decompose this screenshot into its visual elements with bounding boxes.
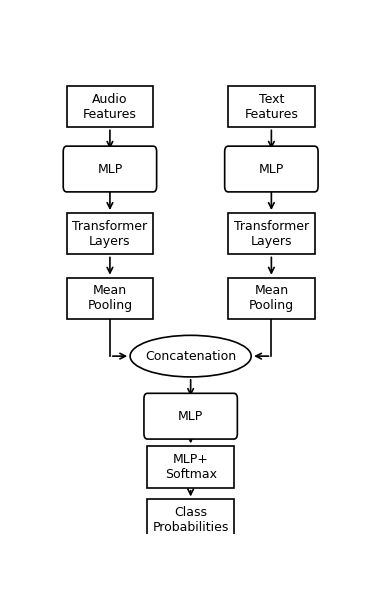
FancyBboxPatch shape: [228, 213, 315, 254]
Text: Class
Probabilities: Class Probabilities: [153, 506, 229, 534]
FancyBboxPatch shape: [228, 86, 315, 127]
FancyBboxPatch shape: [63, 146, 157, 192]
FancyBboxPatch shape: [144, 394, 237, 439]
FancyBboxPatch shape: [147, 446, 234, 488]
Text: Transformer
Layers: Transformer Layers: [234, 220, 309, 248]
FancyBboxPatch shape: [147, 499, 234, 541]
FancyBboxPatch shape: [67, 213, 153, 254]
Text: Concatenation: Concatenation: [145, 350, 236, 362]
FancyBboxPatch shape: [67, 86, 153, 127]
Text: MLP: MLP: [97, 163, 122, 176]
FancyBboxPatch shape: [67, 278, 153, 319]
Text: MLP: MLP: [259, 163, 284, 176]
FancyBboxPatch shape: [225, 146, 318, 192]
Text: Audio
Features: Audio Features: [83, 92, 137, 121]
FancyBboxPatch shape: [228, 278, 315, 319]
Text: Mean
Pooling: Mean Pooling: [249, 284, 294, 313]
Text: Text
Features: Text Features: [244, 92, 298, 121]
Ellipse shape: [130, 335, 251, 377]
Text: Mean
Pooling: Mean Pooling: [87, 284, 132, 313]
Text: Transformer
Layers: Transformer Layers: [73, 220, 147, 248]
Text: MLP+
Softmax: MLP+ Softmax: [165, 453, 217, 481]
Text: MLP: MLP: [178, 410, 203, 422]
